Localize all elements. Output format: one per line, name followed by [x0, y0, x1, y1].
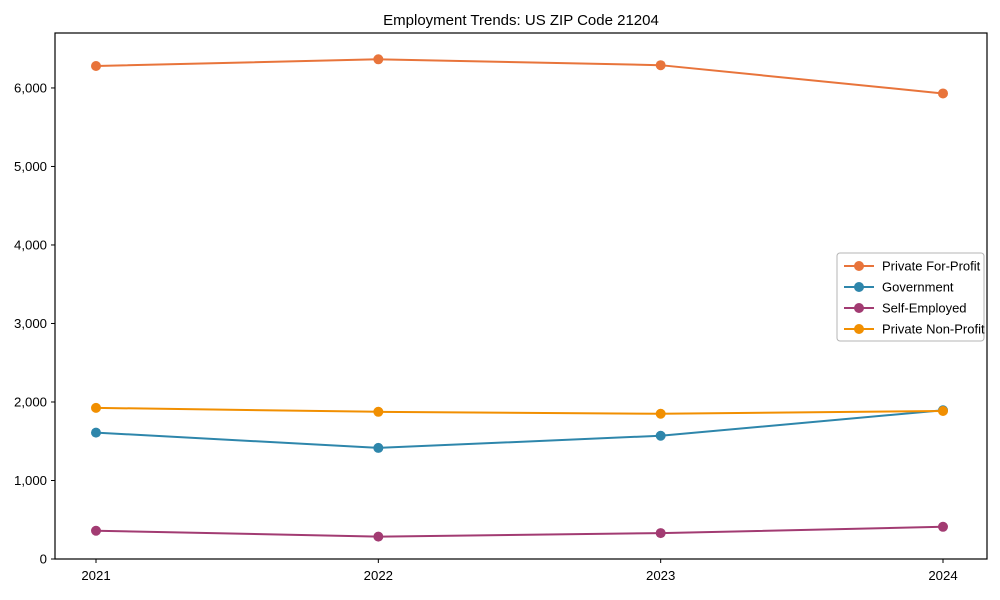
legend: Private For-Profit Government Self-Employe…: [836, 252, 985, 342]
data-point-self-employed: [373, 531, 384, 542]
data-point-government: [373, 442, 384, 453]
data-point-government: [655, 430, 666, 441]
data-point-private-for-profit: [373, 54, 384, 65]
legend-label-private-for-profit: Private For-Profit: [882, 259, 981, 274]
y-tick-label: 4,000: [14, 237, 47, 252]
chart-title: Employment Trends: US ZIP Code 21204: [383, 12, 659, 29]
series-layer: [91, 54, 948, 542]
y-tick-label: 0: [40, 552, 47, 567]
y-tick-label: 5,000: [14, 159, 47, 174]
data-point-private-for-profit: [91, 60, 101, 71]
x-tick-label: 2023: [646, 568, 675, 583]
x-tick-label: 2022: [364, 568, 393, 583]
data-point-private-non-profit: [938, 406, 948, 417]
legend-marker-private-non-profit: [854, 324, 864, 334]
data-point-private-for-profit: [938, 88, 948, 99]
data-point-government: [91, 427, 101, 438]
legend-label-private-non-profit: Private Non-Profit: [882, 322, 985, 337]
legend-marker-self-employed: [854, 303, 864, 313]
data-point-private-non-profit: [373, 406, 384, 417]
data-point-private-for-profit: [655, 60, 666, 71]
series-line-government: [95, 409, 944, 449]
y-tick-label: 6,000: [14, 80, 47, 95]
series-line-private-for-profit: [95, 58, 944, 95]
data-point-self-employed: [655, 528, 666, 539]
y-tick-label: 1,000: [14, 473, 47, 488]
legend-marker-government: [854, 282, 864, 292]
x-tick-label: 2021: [81, 568, 110, 583]
legend-label-government: Government: [882, 280, 954, 295]
x-tick-label: 2024: [928, 568, 957, 583]
data-point-self-employed: [91, 525, 101, 536]
legend-marker-private-for-profit: [854, 261, 864, 271]
data-point-private-non-profit: [655, 408, 666, 419]
axes-layer: 0 1,000 2,000 3,000 4,000 5,000 6,000 2021 2022 2…: [14, 80, 958, 583]
data-point-self-employed: [938, 521, 948, 532]
series-line-self-employed: [95, 525, 944, 538]
legend-label-self-employed: Self-Employed: [882, 301, 967, 316]
series-line-private-non-profit: [95, 406, 944, 415]
data-point-private-non-profit: [91, 402, 101, 413]
plot-border: [54, 32, 988, 560]
legend-box: [836, 252, 985, 342]
y-tick-label: 3,000: [14, 316, 47, 331]
y-tick-label: 2,000: [14, 394, 47, 409]
